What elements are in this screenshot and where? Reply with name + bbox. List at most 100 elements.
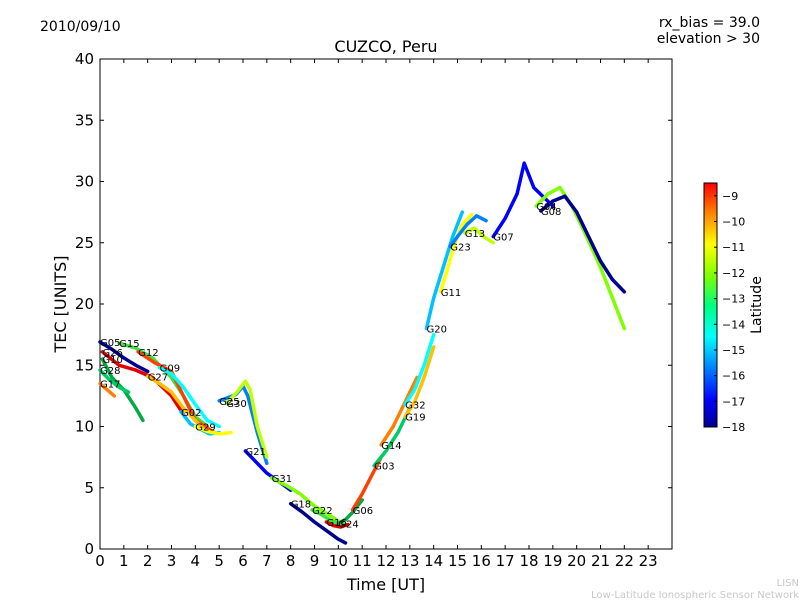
x-tick-label: 20 — [567, 552, 586, 570]
colorbar-tick-label: −17 — [722, 395, 745, 408]
plot-frame — [99, 58, 673, 550]
colorbar-tick-label: −12 — [722, 267, 745, 280]
y-tick-label: 20 — [75, 295, 94, 313]
x-tick-label: 1 — [119, 552, 129, 570]
x-axis-label: Time [UT] — [346, 575, 425, 594]
series-label: G27 — [148, 372, 168, 383]
colorbar-tick-label: −9 — [722, 190, 738, 203]
series-g05-line — [98, 340, 150, 374]
colorbar-ticks: −9 −10 −11 −12 −13 −14 −15 −16 −17 −18 — [714, 190, 745, 434]
colorbar-tick-label: −13 — [722, 293, 745, 306]
series-label: G06 — [353, 506, 373, 517]
y-tick-label: 0 — [84, 540, 94, 558]
series-label: G02 — [181, 408, 201, 419]
x-tick-label: 2 — [143, 552, 153, 570]
series-label: G17 — [100, 380, 120, 391]
x-tick-label: 14 — [424, 552, 443, 570]
series-g31-line — [269, 476, 345, 527]
series-label: G03 — [374, 462, 394, 473]
series-g26-line — [100, 350, 186, 417]
series-label: G15 — [119, 339, 139, 350]
series-g06-line — [350, 455, 383, 512]
series-g30-line — [224, 379, 269, 459]
series-label: G24 — [338, 519, 358, 530]
series-label: G21 — [245, 447, 265, 458]
series-label: G29 — [195, 423, 215, 434]
series-g19-line — [403, 345, 436, 419]
series-g20-line — [424, 210, 465, 331]
series-label: G20 — [427, 325, 447, 336]
footer-org-long: Low-Latitude Ionospheric Sensor Network — [591, 590, 799, 600]
series-label: G16 — [326, 518, 346, 529]
x-tick-label: 10 — [329, 552, 348, 570]
series-label: G18 — [291, 500, 311, 511]
series-g03-line — [372, 406, 412, 468]
y-axis-ticks: 0 5 10 15 20 25 30 35 40 — [75, 50, 672, 558]
series-g28-line — [98, 368, 131, 394]
chart-title: CUZCO, Peru — [334, 37, 437, 56]
x-tick-label: 21 — [591, 552, 610, 570]
x-tick-label: 11 — [353, 552, 372, 570]
x-tick-label: 16 — [472, 552, 491, 570]
x-tick-label: 9 — [310, 552, 320, 570]
series-label: G23 — [450, 242, 470, 253]
series-g08-line — [539, 194, 627, 294]
y-tick-label: 10 — [75, 418, 94, 436]
series-g14-line — [379, 375, 419, 447]
series-label: G30 — [226, 399, 246, 410]
colorbar-tick-label: −15 — [722, 344, 745, 357]
series-label: G26 — [102, 348, 122, 359]
y-tick-label: 25 — [75, 234, 94, 252]
x-tick-label: 7 — [262, 552, 272, 570]
x-tick-label: 15 — [448, 552, 467, 570]
colorbar-tick-label: −10 — [722, 216, 745, 229]
x-tick-label: 6 — [238, 552, 248, 570]
series-label: G28 — [100, 366, 120, 377]
series-label: G31 — [272, 474, 292, 485]
y-tick-label: 15 — [75, 356, 94, 374]
series-label: G22 — [312, 506, 332, 517]
colorbar — [703, 182, 718, 428]
series-label: G12 — [138, 348, 158, 359]
y-axis-label: TEC [UNITS] — [51, 256, 70, 354]
y-tick-label: 30 — [75, 173, 94, 191]
elevation-label: elevation > 30 — [657, 31, 760, 47]
series-g22-line — [310, 508, 343, 527]
series-g07-line — [491, 161, 555, 239]
x-tick-label: 0 — [95, 552, 105, 570]
x-axis-ticks: 0 1 2 3 4 5 6 7 8 9 10 11 12 13 14 15 16 17 18 19 20 21 22 23 — [95, 59, 658, 570]
series-label: G11 — [441, 288, 461, 299]
series-g16-line — [324, 520, 350, 529]
series-layer — [98, 161, 627, 545]
date-label: 2010/09/10 — [40, 19, 121, 35]
series-label: G07 — [493, 233, 513, 244]
series-label: G10 — [102, 355, 122, 366]
x-tick-label: 5 — [214, 552, 224, 570]
series-g27-line — [145, 374, 210, 435]
series-label: G25 — [219, 397, 239, 408]
series-label: G19 — [405, 413, 425, 424]
x-tick-label: 17 — [496, 552, 515, 570]
series-label: G09 — [160, 364, 180, 375]
colorbar-tick-label: −16 — [722, 370, 745, 383]
bias-label: rx_bias = 39.0 — [659, 15, 760, 31]
series-g32-line — [403, 332, 436, 407]
x-tick-label: 13 — [400, 552, 419, 570]
y-tick-label: 35 — [75, 111, 94, 129]
y-tick-label: 5 — [84, 479, 94, 497]
colorbar-label: Latitude — [749, 276, 765, 334]
series-label: G32 — [405, 400, 425, 411]
x-tick-label: 19 — [543, 552, 562, 570]
x-tick-label: 22 — [615, 552, 634, 570]
x-tick-label: 4 — [191, 552, 201, 570]
series-g17-line — [98, 381, 117, 398]
series-g18-line — [288, 501, 348, 545]
series-label: G04 — [536, 202, 556, 213]
series-label: G08 — [541, 207, 561, 218]
series-label: G13 — [465, 229, 485, 240]
series-g24-line — [336, 498, 364, 526]
series-g09-line — [157, 365, 221, 429]
colorbar-tick-label: −18 — [722, 421, 745, 434]
